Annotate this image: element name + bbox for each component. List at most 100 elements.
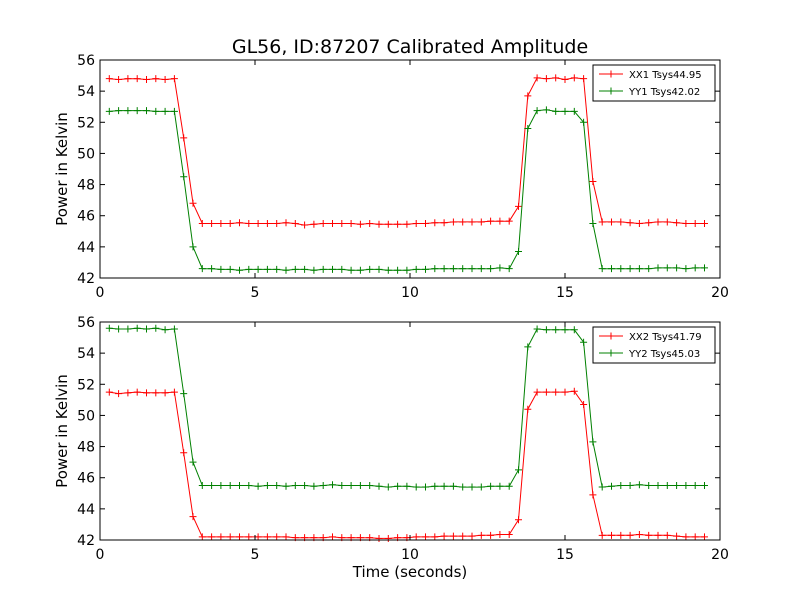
- data-point-1-1-17: [254, 220, 262, 227]
- data-point-2-1-65: [701, 533, 708, 541]
- data-point-2-1-57: [626, 531, 634, 539]
- y-axis-label-2: Power in Kelvin: [53, 374, 71, 488]
- data-point-2-1-43: [496, 531, 504, 539]
- data-point-2-1-58: [635, 531, 643, 539]
- data-point-1-2-10: [189, 243, 197, 251]
- data-point-1-1-11: [198, 220, 206, 227]
- data-point-1-2-18: [263, 265, 271, 273]
- data-point-2-1-1: [105, 388, 113, 396]
- data-point-2-2-36: [431, 482, 439, 490]
- data-point-2-1-16: [245, 533, 253, 541]
- data-point-1-1-61: [663, 218, 671, 226]
- legend-marker-2-2: [607, 349, 615, 357]
- data-point-1-2-36: [431, 265, 439, 273]
- data-point-1-2-3: [124, 107, 132, 115]
- data-point-1-2-47: [533, 107, 541, 115]
- legend-marker-2-1: [607, 332, 615, 340]
- data-point-1-2-16: [245, 265, 253, 273]
- data-point-1-2-29: [366, 265, 374, 273]
- data-point-2-2-63: [682, 482, 690, 489]
- data-point-1-1-50: [561, 75, 569, 83]
- x-tick-label-2-3: 10: [401, 547, 419, 563]
- data-point-2-1-60: [654, 531, 662, 539]
- data-point-1-2-40: [468, 265, 476, 273]
- data-point-2-1-63: [682, 533, 690, 541]
- data-point-1-2-11: [198, 265, 206, 273]
- data-point-2-1-11: [198, 533, 206, 541]
- data-point-1-1-57: [626, 219, 634, 227]
- data-point-1-1-5: [143, 75, 150, 83]
- legend-box-2: [592, 326, 716, 364]
- data-point-1-1-1: [105, 75, 113, 83]
- data-point-2-2-7: [161, 326, 169, 334]
- data-point-2-2-38: [449, 482, 457, 490]
- data-point-1-2-9: [180, 173, 188, 181]
- data-point-1-1-60: [654, 218, 662, 226]
- data-point-1-1-3: [124, 75, 132, 83]
- data-point-1-1-41: [477, 218, 485, 226]
- data-point-2-1-54: [598, 531, 606, 539]
- data-point-1-2-12: [208, 265, 216, 273]
- figure-title: GL56, ID:87207 Calibrated Amplitude: [232, 36, 588, 58]
- data-point-1-2-31: [384, 266, 392, 274]
- data-point-1-2-34: [412, 265, 420, 273]
- data-point-2-2-26: [338, 482, 346, 489]
- data-point-1-2-44: [505, 265, 513, 273]
- data-point-2-2-33: [403, 482, 411, 490]
- data-point-1-2-33: [403, 266, 411, 274]
- data-point-2-2-29: [366, 482, 374, 489]
- data-point-1-2-22: [301, 265, 309, 273]
- data-point-1-2-17: [254, 265, 262, 273]
- data-point-1-1-46: [524, 92, 532, 100]
- data-point-2-2-46: [524, 343, 532, 351]
- data-point-2-2-35: [422, 483, 429, 491]
- x-tick-label-2-2: 5: [251, 547, 260, 563]
- data-point-2-2-37: [440, 482, 448, 490]
- data-point-2-2-18: [263, 482, 271, 489]
- data-point-2-1-39: [459, 532, 467, 540]
- y-tick-label-2-7: 54: [77, 346, 95, 362]
- data-point-1-2-53: [589, 220, 597, 227]
- data-point-2-1-9: [180, 449, 188, 457]
- data-point-1-1-28: [356, 220, 364, 228]
- data-point-2-2-54: [598, 483, 606, 491]
- data-point-1-2-60: [654, 264, 662, 272]
- data-point-1-2-32: [394, 266, 402, 274]
- data-point-1-1-24: [319, 220, 327, 227]
- data-point-2-2-39: [459, 483, 467, 491]
- data-point-1-1-9: [180, 134, 188, 142]
- legend-label-1-2: YY1 Tsys42.02: [628, 87, 700, 98]
- data-point-1-1-26: [338, 220, 346, 227]
- data-point-1-2-56: [617, 265, 625, 273]
- y-tick-label-2-1: 42: [77, 533, 95, 549]
- data-point-1-1-55: [608, 218, 615, 226]
- data-point-1-2-19: [273, 265, 281, 273]
- data-point-1-1-6: [152, 75, 160, 83]
- data-point-1-1-23: [310, 220, 318, 228]
- data-point-1-1-8: [170, 75, 178, 83]
- data-point-1-2-39: [459, 265, 467, 273]
- data-point-2-2-50: [561, 326, 569, 334]
- data-point-2-2-40: [468, 483, 476, 491]
- data-point-2-1-53: [589, 491, 597, 499]
- data-point-2-1-14: [226, 533, 234, 541]
- data-point-1-2-1: [105, 107, 113, 115]
- data-point-1-2-64: [691, 264, 699, 272]
- data-point-2-2-34: [412, 483, 420, 491]
- data-point-2-2-30: [375, 482, 383, 490]
- data-point-2-2-11: [198, 482, 206, 489]
- data-point-2-1-37: [440, 532, 448, 540]
- data-point-2-2-23: [310, 482, 318, 490]
- data-point-1-2-8: [170, 107, 178, 115]
- data-point-1-2-51: [570, 107, 578, 115]
- data-point-2-2-10: [189, 458, 197, 466]
- data-point-2-1-2: [115, 390, 123, 398]
- x-tick-label-2-4: 15: [556, 547, 574, 563]
- data-point-2-2-12: [208, 482, 216, 489]
- data-point-2-1-13: [217, 533, 225, 541]
- data-point-1-1-13: [217, 220, 225, 227]
- data-point-2-1-6: [152, 389, 160, 397]
- data-point-2-1-3: [124, 389, 132, 397]
